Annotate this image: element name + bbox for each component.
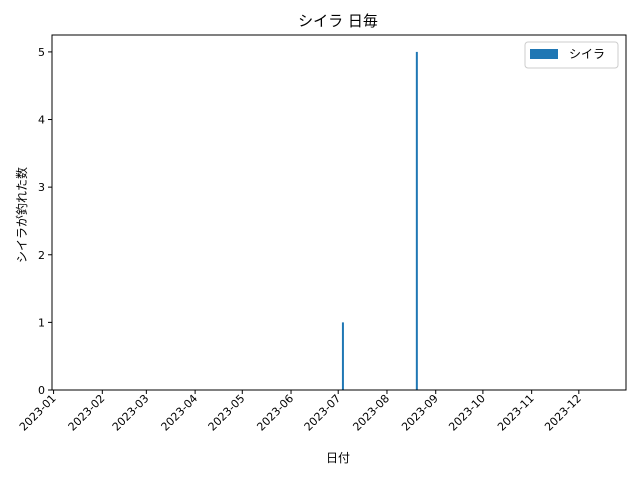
x-tick-label: 2023-06 [254, 392, 296, 434]
bar [415, 51, 418, 391]
bar [341, 322, 344, 390]
bars-layer [341, 51, 418, 391]
x-tick-label: 2023-10 [446, 392, 488, 434]
x-tick-label: 2023-03 [110, 392, 152, 434]
x-tick-label: 2023-05 [206, 392, 248, 434]
plot-frame [51, 34, 627, 391]
y-tick-label: 4 [38, 114, 45, 127]
y-tick-label: 5 [38, 46, 45, 59]
legend-box [524, 41, 619, 69]
x-tick-label: 2023-01 [17, 392, 59, 434]
y-axis-label: シイラが釣れた数 [14, 167, 29, 263]
y-tick-label: 2 [38, 249, 45, 262]
y-tick-label: 3 [38, 181, 45, 194]
legend-swatch [530, 49, 558, 59]
x-tick-label: 2023-08 [350, 392, 392, 434]
ticks-layer: 2023-01 2023-02 2023-03 2023-04 2023-05 2023-… [17, 46, 584, 434]
chart-title: シイラ 日毎 [298, 12, 378, 30]
legend: シイラ [524, 41, 619, 69]
x-tick-label: 2023-12 [542, 392, 584, 434]
legend-label: シイラ [569, 47, 605, 61]
x-tick-label: 2023-02 [66, 392, 108, 434]
x-axis-label: 日付 [326, 451, 350, 465]
y-tick-label: 1 [38, 316, 45, 329]
x-tick-label: 2023-11 [495, 392, 537, 434]
x-tick-label: 2023-09 [399, 392, 441, 434]
y-tick-label: 0 [38, 384, 45, 397]
x-tick-label: 2023-04 [159, 392, 201, 434]
x-tick-label: 2023-07 [302, 392, 344, 434]
